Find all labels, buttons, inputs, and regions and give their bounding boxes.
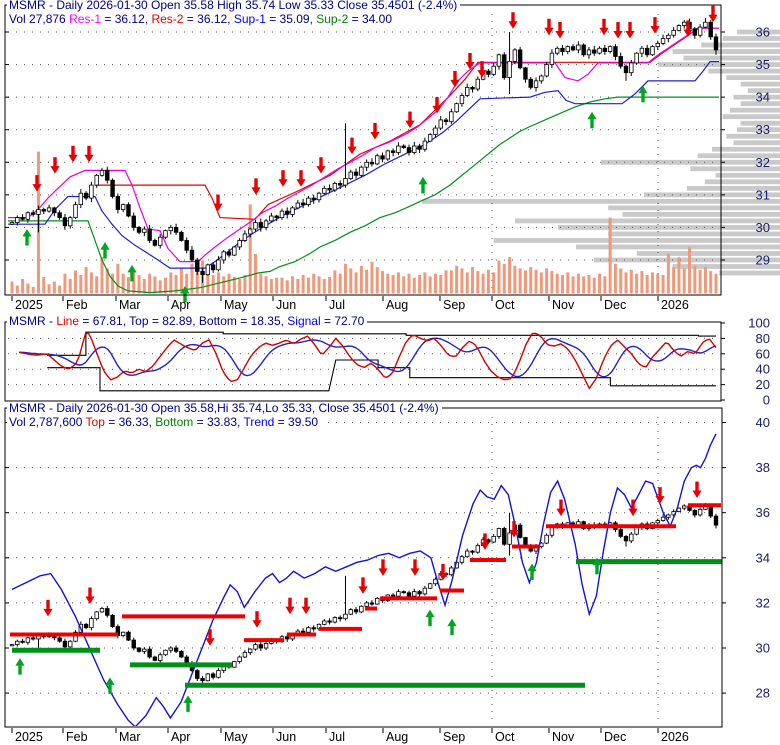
volume-by-price-histogram (422, 29, 780, 276)
svg-text:40: 40 (756, 415, 770, 430)
panel3-title: MSMR - Daily 2026-01-30 Open 35.58,Hi 35… (7, 401, 442, 416)
panel1-volume-bars (10, 151, 718, 294)
svg-text:Apr: Apr (171, 730, 190, 744)
svg-text:32: 32 (756, 155, 770, 170)
panel1-header: MSMR - Daily 2026-01-30 Open 35.58 High … (7, 0, 461, 26)
svg-text:20: 20 (756, 377, 770, 392)
panel1-indicator-values: Vol 27,876 Res-1 = 36.12, Res-2 = 36.12,… (7, 12, 395, 26)
svg-text:Jun: Jun (276, 730, 296, 744)
svg-text:Jun: Jun (276, 298, 296, 312)
svg-text:May: May (224, 730, 248, 744)
svg-text:35: 35 (756, 57, 770, 72)
svg-text:Feb: Feb (66, 298, 88, 312)
panel2-header: MSMR - Line = 67.81, Top = 82.89, Bottom… (7, 314, 368, 329)
panel3-header: MSMR - Daily 2026-01-30 Open 35.58,Hi 35… (7, 401, 442, 429)
panel3-price-axis: 40 38 36 34 32 30 28 (5, 415, 770, 701)
svg-text:2026: 2026 (661, 730, 689, 744)
panel3-support-resistance-segments (10, 503, 722, 688)
svg-text:Sep: Sep (443, 730, 465, 744)
panel3-month-axis: 2025 Feb Mar Apr May Jun Jul Aug Sep Oct Nov Dec 202… (11, 728, 689, 744)
svg-text:33: 33 (756, 122, 770, 137)
panel1-signal-arrows (22, 5, 718, 303)
panel3-trend-line (11, 433, 717, 726)
svg-text:100: 100 (748, 316, 770, 331)
panel3-gridlines (8, 417, 720, 725)
svg-text:40: 40 (756, 362, 770, 377)
svg-text:Apr: Apr (171, 298, 190, 312)
svg-text:Mar: Mar (119, 730, 141, 744)
svg-text:Dec: Dec (604, 298, 626, 312)
svg-text:Feb: Feb (66, 730, 88, 744)
panel1-candlesticks (9, 18, 719, 283)
svg-text:30: 30 (756, 641, 770, 656)
svg-text:2025: 2025 (15, 298, 43, 312)
svg-text:36: 36 (756, 505, 770, 520)
svg-text:Aug: Aug (386, 730, 408, 744)
svg-text:36: 36 (756, 25, 770, 40)
panel1-gridlines (8, 14, 719, 293)
svg-text:Nov: Nov (552, 730, 575, 744)
svg-text:Jul: Jul (329, 730, 345, 744)
panel2-oscillator-lines (18, 332, 717, 390)
svg-text:0: 0 (763, 393, 770, 408)
panel1-price-axis: 36 35 34 33 32 31 30 29 (5, 25, 770, 267)
panel3-indicator-values: Vol 2,787,600 Top = 36.33, Bottom = 33.8… (7, 415, 322, 429)
panel2-indicator-values: MSMR - Line = 67.81, Top = 82.89, Bottom… (7, 314, 368, 329)
svg-text:60: 60 (756, 346, 770, 361)
panel3-signal-arrows (15, 481, 702, 712)
svg-text:Oct: Oct (495, 298, 515, 312)
svg-text:May: May (224, 298, 248, 312)
svg-text:Jul: Jul (329, 298, 345, 312)
svg-text:34: 34 (756, 550, 770, 565)
svg-text:Mar: Mar (119, 298, 141, 312)
svg-text:30: 30 (756, 220, 770, 235)
panel1-month-axis: 2025 Feb Mar Apr May Jun Jul Aug Sep Oct Nov Dec 202… (11, 296, 689, 312)
svg-text:34: 34 (756, 90, 770, 105)
svg-text:32: 32 (756, 595, 770, 610)
svg-text:Dec: Dec (604, 730, 626, 744)
svg-text:31: 31 (756, 187, 770, 202)
svg-text:28: 28 (756, 686, 770, 701)
panel2-bands (47, 331, 716, 392)
panel1-title: MSMR - Daily 2026-01-30 Open 35.58 High … (7, 0, 461, 13)
svg-text:Oct: Oct (495, 730, 515, 744)
svg-text:38: 38 (756, 460, 770, 475)
panel3-candlesticks (9, 503, 719, 687)
svg-text:2025: 2025 (15, 730, 43, 744)
svg-text:Nov: Nov (552, 298, 575, 312)
svg-text:Sep: Sep (443, 298, 465, 312)
panel3-border (4, 407, 723, 728)
svg-text:29: 29 (756, 252, 770, 267)
svg-text:Aug: Aug (386, 298, 408, 312)
svg-text:2026: 2026 (661, 298, 689, 312)
svg-text:80: 80 (756, 331, 770, 346)
